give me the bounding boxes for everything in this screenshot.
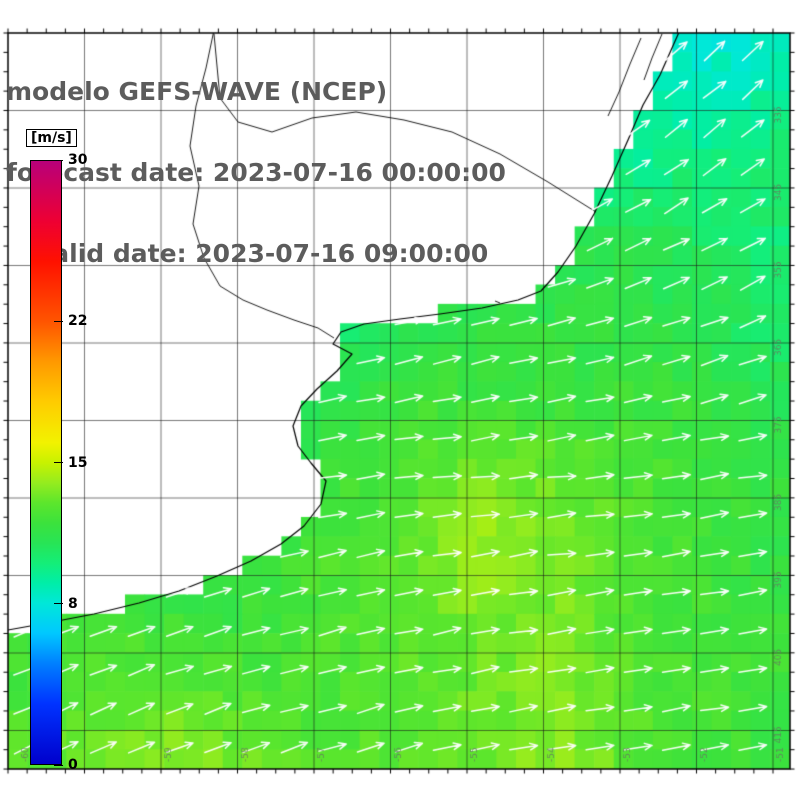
colorbar-tick-mark (54, 159, 63, 161)
colorbar-units-label: [m/s] (26, 129, 77, 147)
valid-date-label: valid date: 2023-07-16 09:00:00 (36, 239, 489, 268)
colorbar-tick-label: 22 (68, 313, 88, 330)
colorbar-tick-label: 30 (68, 152, 88, 168)
colorbar-tick-mark (54, 462, 63, 463)
colorbar-tick-label: 0 (68, 757, 78, 773)
title-block: modelo GEFS-WAVE (NCEP) forecast date: 2… (6, 24, 506, 321)
colorbar-tick-mark (54, 320, 63, 322)
colorbar-tick-label: 8 (68, 595, 78, 612)
colorbar-tick-mark (54, 603, 63, 605)
model-title: modelo GEFS-WAVE (NCEP) (6, 77, 388, 106)
colorbar-tick-mark (54, 764, 63, 766)
forecast-date-label: forecast date: 2023-07-16 00:00:00 (6, 158, 506, 187)
colorbar-tick-label: 15 (68, 454, 88, 471)
